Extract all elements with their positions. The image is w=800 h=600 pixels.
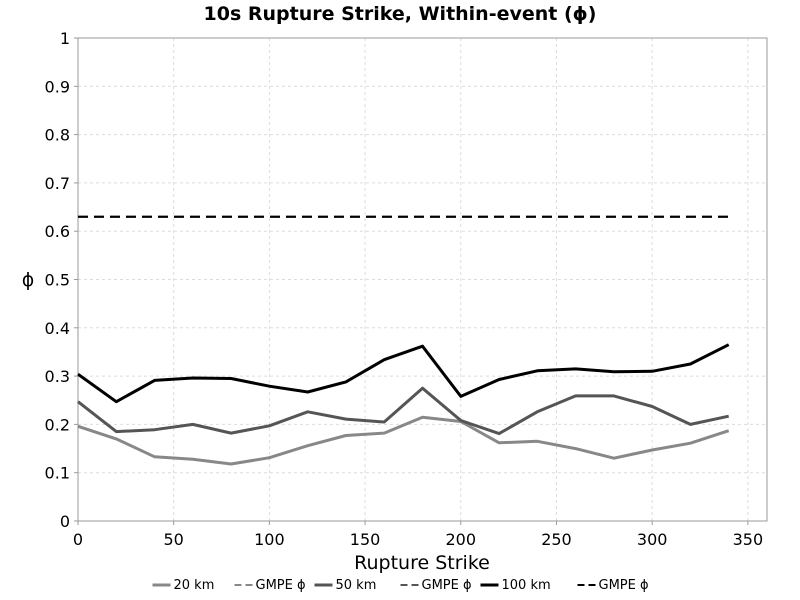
legend: 20 km GMPE ϕ 50 km GMPE ϕ 100 km GMPE ϕ: [152, 578, 649, 593]
x-axis-ticks: 0 50 100 150 200 250 300 350: [73, 521, 763, 549]
y-tick-label: 0.7: [45, 174, 70, 193]
legend-label: 50 km: [336, 578, 377, 593]
grid: [77, 37, 767, 522]
legend-item: 50 km: [314, 578, 377, 593]
y-tick-label: 0.6: [45, 222, 70, 241]
y-tick-label: 0.1: [45, 464, 70, 483]
series-line-4: [77, 343, 730, 404]
y-tick-label: 0: [60, 512, 70, 531]
legend-item: GMPE ϕ: [234, 578, 306, 593]
x-tick-label: 350: [733, 530, 764, 549]
legend-label: GMPE ϕ: [422, 578, 472, 593]
x-axis-label: Rupture Strike: [354, 552, 490, 574]
y-axis-label: ϕ: [22, 269, 35, 291]
y-tick-label: 0.4: [45, 319, 70, 338]
legend-item: 20 km: [152, 578, 215, 593]
legend-label: GMPE ϕ: [599, 578, 649, 593]
legend-label: GMPE ϕ: [256, 578, 306, 593]
legend-item: 100 km: [480, 578, 551, 593]
x-tick-label: 100: [254, 530, 285, 549]
legend-label: 20 km: [174, 578, 215, 593]
series-line-0: [77, 415, 730, 466]
y-tick-label: 0.5: [45, 271, 70, 290]
y-tick-label: 0.8: [45, 126, 70, 145]
y-tick-label: 0.2: [45, 415, 70, 434]
legend-label: 100 km: [502, 578, 551, 593]
legend-item: GMPE ϕ: [400, 578, 472, 593]
y-axis-ticks: 0 0.1 0.2 0.3 0.4 0.5 0.6 0.7 0.8 0.9 1: [45, 29, 78, 531]
x-tick-label: 250: [541, 530, 572, 549]
y-tick-label: 0.3: [45, 367, 70, 386]
x-tick-label: 300: [637, 530, 668, 549]
x-tick-label: 50: [164, 530, 184, 549]
series-group: [77, 215, 730, 466]
y-tick-label: 0.9: [45, 77, 70, 96]
x-tick-label: 150: [350, 530, 381, 549]
chart-title: 10s Rupture Strike, Within-event (ϕ): [204, 3, 597, 25]
legend-item: GMPE ϕ: [577, 578, 649, 593]
x-tick-label: 0: [73, 530, 83, 549]
series-line-2: [77, 386, 730, 436]
x-tick-label: 200: [446, 530, 477, 549]
y-tick-label: 1: [60, 29, 70, 48]
